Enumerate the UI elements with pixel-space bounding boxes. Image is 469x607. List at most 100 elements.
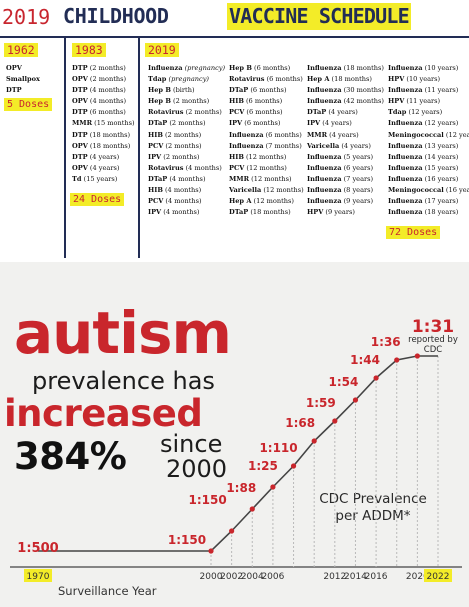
headline-increased: increased — [4, 392, 203, 435]
x-tick-label: 2020 — [406, 572, 429, 582]
x-axis-title: Surveillance Year — [58, 584, 157, 598]
column-year-2019: 2019 — [145, 43, 179, 57]
title-divider — [0, 36, 469, 38]
list-item: DTaP (18 months) — [229, 208, 291, 217]
column-divider-2 — [138, 38, 140, 258]
list-item: Influenza (42 months) — [307, 97, 384, 106]
data-label: 1:110 — [259, 441, 297, 455]
list-item: Rotavirus (6 months) — [229, 75, 303, 84]
list-item: PCV (4 months) — [148, 197, 202, 206]
list-item: Influenza (5 years) — [307, 152, 374, 161]
x-tick-label: 2004 — [241, 572, 264, 582]
list-item: OPV (18 months) — [72, 141, 131, 150]
list-item: Influenza (7 months) — [229, 141, 302, 150]
list-item: Influenza (30 months) — [307, 86, 384, 95]
vaccine-schedule-panel: 2019 CHILDHOOD VACCINE SCHEDULE 1962 198… — [0, 0, 469, 262]
data-label: 1:44 — [350, 353, 380, 367]
list-item: Tdap (12 years) — [388, 108, 443, 117]
x-tick-label: 2000 — [200, 572, 223, 582]
headline-since: since — [160, 430, 223, 458]
data-label: 1:68 — [285, 416, 315, 430]
list-item: HIB (4 months) — [148, 186, 202, 195]
list-item: Influenza (9 years) — [307, 197, 374, 206]
data-point — [352, 397, 359, 403]
data-label: 1:25 — [248, 459, 278, 473]
headline-autism: autism — [14, 299, 232, 367]
list-1983: DTP (2 months) OPV (2 months) DTP (4 month… — [72, 63, 135, 185]
x-tick-label: 2012 — [323, 572, 346, 582]
list-item: IPV (2 months) — [148, 152, 200, 161]
series-label-line-2: per ADDM* — [335, 508, 411, 524]
tick-highlight — [24, 569, 52, 582]
data-label: 1:88 — [226, 481, 256, 495]
list-item: HPV (11 years) — [388, 97, 441, 106]
data-label: 1:31 — [412, 317, 454, 337]
headline-prevalence-has: prevalence has — [32, 367, 215, 395]
x-tick-label: 2014 — [344, 572, 367, 582]
list-item: MMR (4 years) — [307, 130, 359, 139]
x-tick-label: 2006 — [261, 572, 284, 582]
list-item: PCV (6 months) — [229, 108, 283, 117]
schedule-title-childhood: CHILDHOOD — [63, 4, 169, 28]
list-item: Td (15 years) — [72, 174, 118, 183]
list-item: Hep A (12 months) — [229, 197, 294, 206]
source-note: reported by CDC — [400, 335, 466, 355]
data-point — [373, 375, 379, 381]
list-item: Rotavirus (4 months) — [148, 163, 222, 172]
schedule-title-vaccine: VACCINE SCHEDULE — [227, 3, 411, 30]
list-item: OPV (4 years) — [72, 163, 120, 172]
list-item: Meningococcal (16 years) — [388, 186, 469, 195]
list-item: Influenza (6 months) — [229, 130, 302, 139]
list-item: Influenza (16 years) — [388, 174, 459, 183]
dose-count-1983: 24 Doses — [70, 193, 125, 206]
list-item: OPV — [6, 64, 22, 72]
data-label: 1:54 — [329, 375, 359, 389]
list-item: IPV (6 months) — [229, 119, 281, 128]
column-divider-1 — [64, 38, 66, 258]
list-item: HPV (10 years) — [388, 75, 441, 84]
list-item: Influenza (8 years) — [307, 186, 374, 195]
list-item: Influenza (11 years) — [388, 86, 459, 95]
x-tick-label: 1970 — [27, 572, 50, 582]
headline-percent: 384% — [14, 435, 127, 478]
x-tick-label: 2016 — [365, 572, 388, 582]
data-label: 1:36 — [371, 335, 401, 349]
list-item: Hep B (2 months) — [148, 97, 210, 106]
list-item: HIB (12 months) — [229, 152, 287, 161]
list-item: MMR (12 months) — [229, 174, 292, 183]
list-item: Hep B (6 months) — [229, 64, 291, 72]
list-item: DTP (4 years) — [72, 152, 120, 161]
dose-count-2019: 72 Doses — [386, 226, 441, 239]
list-item: Varicella (4 years) — [307, 141, 371, 150]
list-item: Influenza (18 years) — [388, 208, 459, 217]
data-label: 1:500 — [17, 541, 58, 556]
list-item: DTaP (2 months) — [148, 119, 206, 128]
source-note-line-2: CDC — [423, 344, 443, 355]
column-year-1983: 1983 — [72, 43, 106, 57]
list-item: Smallpox — [6, 75, 40, 84]
list-2019-col-3: Influenza (18 months) Hep A (18 months) In… — [307, 63, 384, 218]
data-point — [208, 548, 214, 554]
list-1962: OPV Smallpox DTP — [6, 63, 40, 96]
list-item: Influenza (14 years) — [388, 152, 459, 161]
list-item: DTP — [6, 86, 22, 95]
series-line — [38, 355, 438, 552]
autism-prevalence-panel — [0, 262, 469, 607]
source-note-line-1: reported by — [408, 335, 458, 345]
list-item: Hep B (birth) — [148, 86, 195, 95]
data-point — [270, 484, 276, 490]
list-2019-col-1: Influenza (pregnancy) Tdap (pregnancy) Hep… — [148, 63, 225, 218]
list-item: Varicella (12 months) — [229, 186, 304, 195]
list-item: HIB (2 months) — [148, 130, 202, 139]
x-tick-label: 2022 — [427, 572, 450, 582]
tick-highlight — [424, 569, 452, 582]
list-item: DTaP (4 years) — [307, 108, 358, 117]
list-item: MMR (15 months) — [72, 119, 135, 128]
list-item: HPV (9 years) — [307, 208, 355, 217]
list-item: OPV (4 months) — [72, 97, 127, 106]
column-year-1962: 1962 — [4, 43, 38, 57]
data-point — [394, 357, 400, 363]
headline-since-year: 2000 — [166, 455, 228, 483]
list-item: Influenza (12 years) — [388, 119, 459, 128]
